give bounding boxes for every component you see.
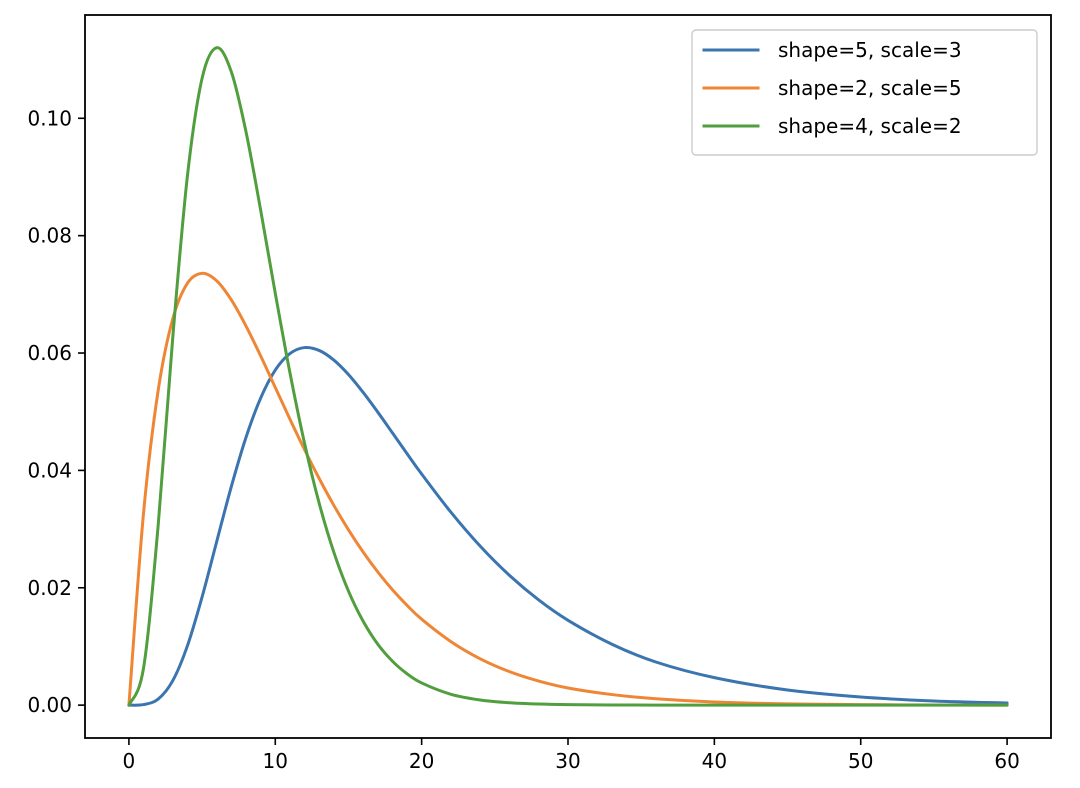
y-tick-label: 0.02 (27, 576, 72, 600)
series-line-2 (127, 271, 1009, 707)
x-axis: 0 10 20 30 40 50 60 (123, 738, 1020, 773)
legend-label: shape=5, scale=3 (778, 38, 962, 62)
y-tick-label: 0.10 (27, 106, 72, 130)
y-tick-label: 0.04 (27, 458, 72, 482)
y-axis: 0.00 0.02 0.04 0.06 0.08 0.10 (27, 106, 85, 717)
x-tick-label: 20 (409, 749, 434, 773)
x-tick-label: 40 (702, 749, 727, 773)
series-layer (127, 46, 1009, 707)
x-tick-label: 10 (263, 749, 288, 773)
y-tick-label: 0.00 (27, 693, 72, 717)
x-tick-label: 50 (848, 749, 873, 773)
x-tick-label: 0 (123, 749, 136, 773)
series-line-1 (127, 345, 1009, 707)
legend: shape=5, scale=3 shape=2, scale=5 shape=4,… (691, 29, 1038, 156)
x-tick-label: 30 (555, 749, 580, 773)
legend-box (691, 29, 1038, 156)
plot-frame (84, 14, 1052, 739)
legend-label: shape=4, scale=2 (778, 114, 962, 138)
legend-label: shape=2, scale=5 (778, 76, 962, 100)
y-tick-label: 0.08 (27, 224, 72, 248)
x-tick-label: 60 (994, 749, 1019, 773)
y-tick-label: 0.06 (27, 341, 72, 365)
series-line-3 (127, 46, 1009, 707)
